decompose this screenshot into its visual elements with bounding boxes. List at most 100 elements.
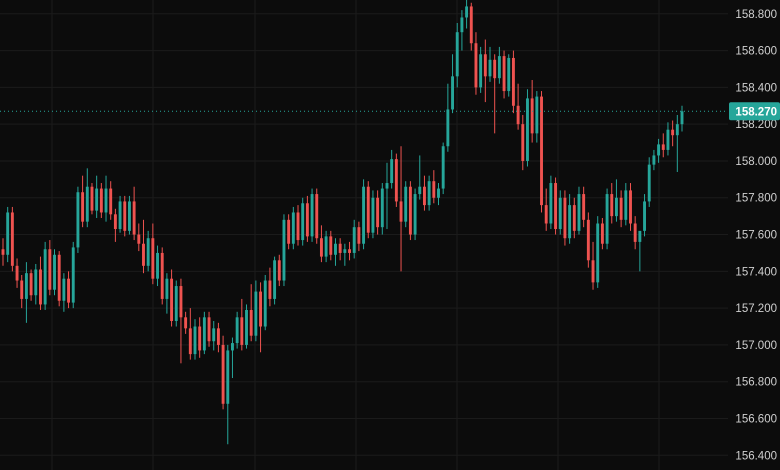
candle-body xyxy=(511,57,515,106)
candle-body xyxy=(179,286,183,318)
candle-body xyxy=(20,280,24,299)
candle-body xyxy=(334,243,337,255)
candle-body xyxy=(385,183,389,189)
candle-body xyxy=(287,219,291,244)
candle-body xyxy=(137,234,141,244)
candle-body xyxy=(226,350,230,404)
candle-body xyxy=(156,252,159,279)
candle-body xyxy=(558,197,562,230)
candle-body xyxy=(596,223,600,283)
candle-body xyxy=(146,238,150,266)
candle-body xyxy=(446,109,450,147)
candle-body xyxy=(76,192,80,248)
candle-body xyxy=(493,59,497,79)
candle-body xyxy=(348,249,351,253)
y-tick-label: 157.200 xyxy=(735,303,777,315)
candle-body xyxy=(62,278,66,301)
candle-body xyxy=(231,343,234,351)
candle-body xyxy=(507,57,511,92)
candle-body xyxy=(118,201,122,230)
candle-body xyxy=(404,186,408,222)
candle-body xyxy=(123,201,127,231)
candle-body xyxy=(549,183,553,224)
candle-body xyxy=(263,280,267,327)
candle-body xyxy=(282,219,286,281)
candle-body xyxy=(170,278,174,321)
candle-body xyxy=(643,201,646,231)
candle-body xyxy=(661,144,665,150)
candle-body xyxy=(568,205,572,239)
candle-body xyxy=(451,76,454,110)
candle-body xyxy=(394,159,398,202)
candle-body xyxy=(465,6,469,18)
candle-body xyxy=(165,278,169,299)
candle-body xyxy=(57,254,61,301)
candle-body xyxy=(329,236,333,255)
candle-body xyxy=(249,309,253,336)
candle-body xyxy=(193,326,197,355)
y-tick-label: 156.400 xyxy=(735,450,777,462)
candle-body xyxy=(245,309,248,345)
y-tick-label: 157.600 xyxy=(735,230,777,242)
candle-body xyxy=(479,54,483,88)
y-tick-label: 157.000 xyxy=(735,340,777,352)
candle-body xyxy=(198,326,202,351)
candle-body xyxy=(591,260,595,283)
candle-body xyxy=(521,124,525,161)
candle-body xyxy=(422,186,426,206)
candle-body xyxy=(1,249,5,255)
candle-body xyxy=(48,249,52,290)
candle-body xyxy=(371,197,375,233)
candle-body xyxy=(315,194,319,239)
candle-body xyxy=(273,260,277,299)
candle-body xyxy=(675,124,679,136)
candle-body xyxy=(43,249,47,305)
candle-body xyxy=(441,146,445,189)
candle-body xyxy=(540,96,543,206)
candle-body xyxy=(216,328,220,345)
candle-body xyxy=(399,201,403,222)
candle-body xyxy=(104,188,108,213)
candle-body xyxy=(629,190,632,224)
candle-body xyxy=(15,265,19,281)
candle-body xyxy=(432,181,436,198)
y-tick-label: 158.200 xyxy=(735,119,777,131)
candle-body xyxy=(455,32,459,77)
y-tick-label: 156.800 xyxy=(735,377,777,389)
candle-body xyxy=(483,54,487,77)
candle-body xyxy=(99,188,103,213)
candle-body xyxy=(413,194,417,235)
candle-body xyxy=(624,190,628,220)
candle-body xyxy=(657,144,661,156)
current-price-tag xyxy=(729,102,780,121)
candle-body xyxy=(259,291,263,327)
candle-body xyxy=(526,98,529,161)
y-tick-label: 157.400 xyxy=(735,266,777,278)
candle-body xyxy=(81,192,85,222)
candle-body xyxy=(324,236,328,257)
candle-body xyxy=(427,181,431,206)
candle-body xyxy=(310,194,314,237)
y-tick-label: 158.000 xyxy=(735,156,777,168)
candle-body xyxy=(582,194,586,220)
candle-body xyxy=(366,186,370,233)
candle-body xyxy=(671,129,675,136)
candle-body xyxy=(535,96,539,134)
candle-body xyxy=(408,186,412,235)
candle-body xyxy=(680,111,684,125)
candle-body xyxy=(95,188,99,211)
candle-body xyxy=(240,317,244,345)
candle-body xyxy=(305,203,309,237)
candle-body xyxy=(619,197,623,220)
candle-body xyxy=(516,105,520,125)
candle-body xyxy=(638,230,642,242)
y-tick-label: 157.800 xyxy=(735,193,777,205)
candle-body xyxy=(85,186,89,222)
candle-body xyxy=(390,159,394,184)
candle-body xyxy=(352,227,356,253)
y-tick-label: 156.600 xyxy=(735,413,777,425)
candle-body xyxy=(202,317,206,351)
candle-body xyxy=(53,254,56,290)
